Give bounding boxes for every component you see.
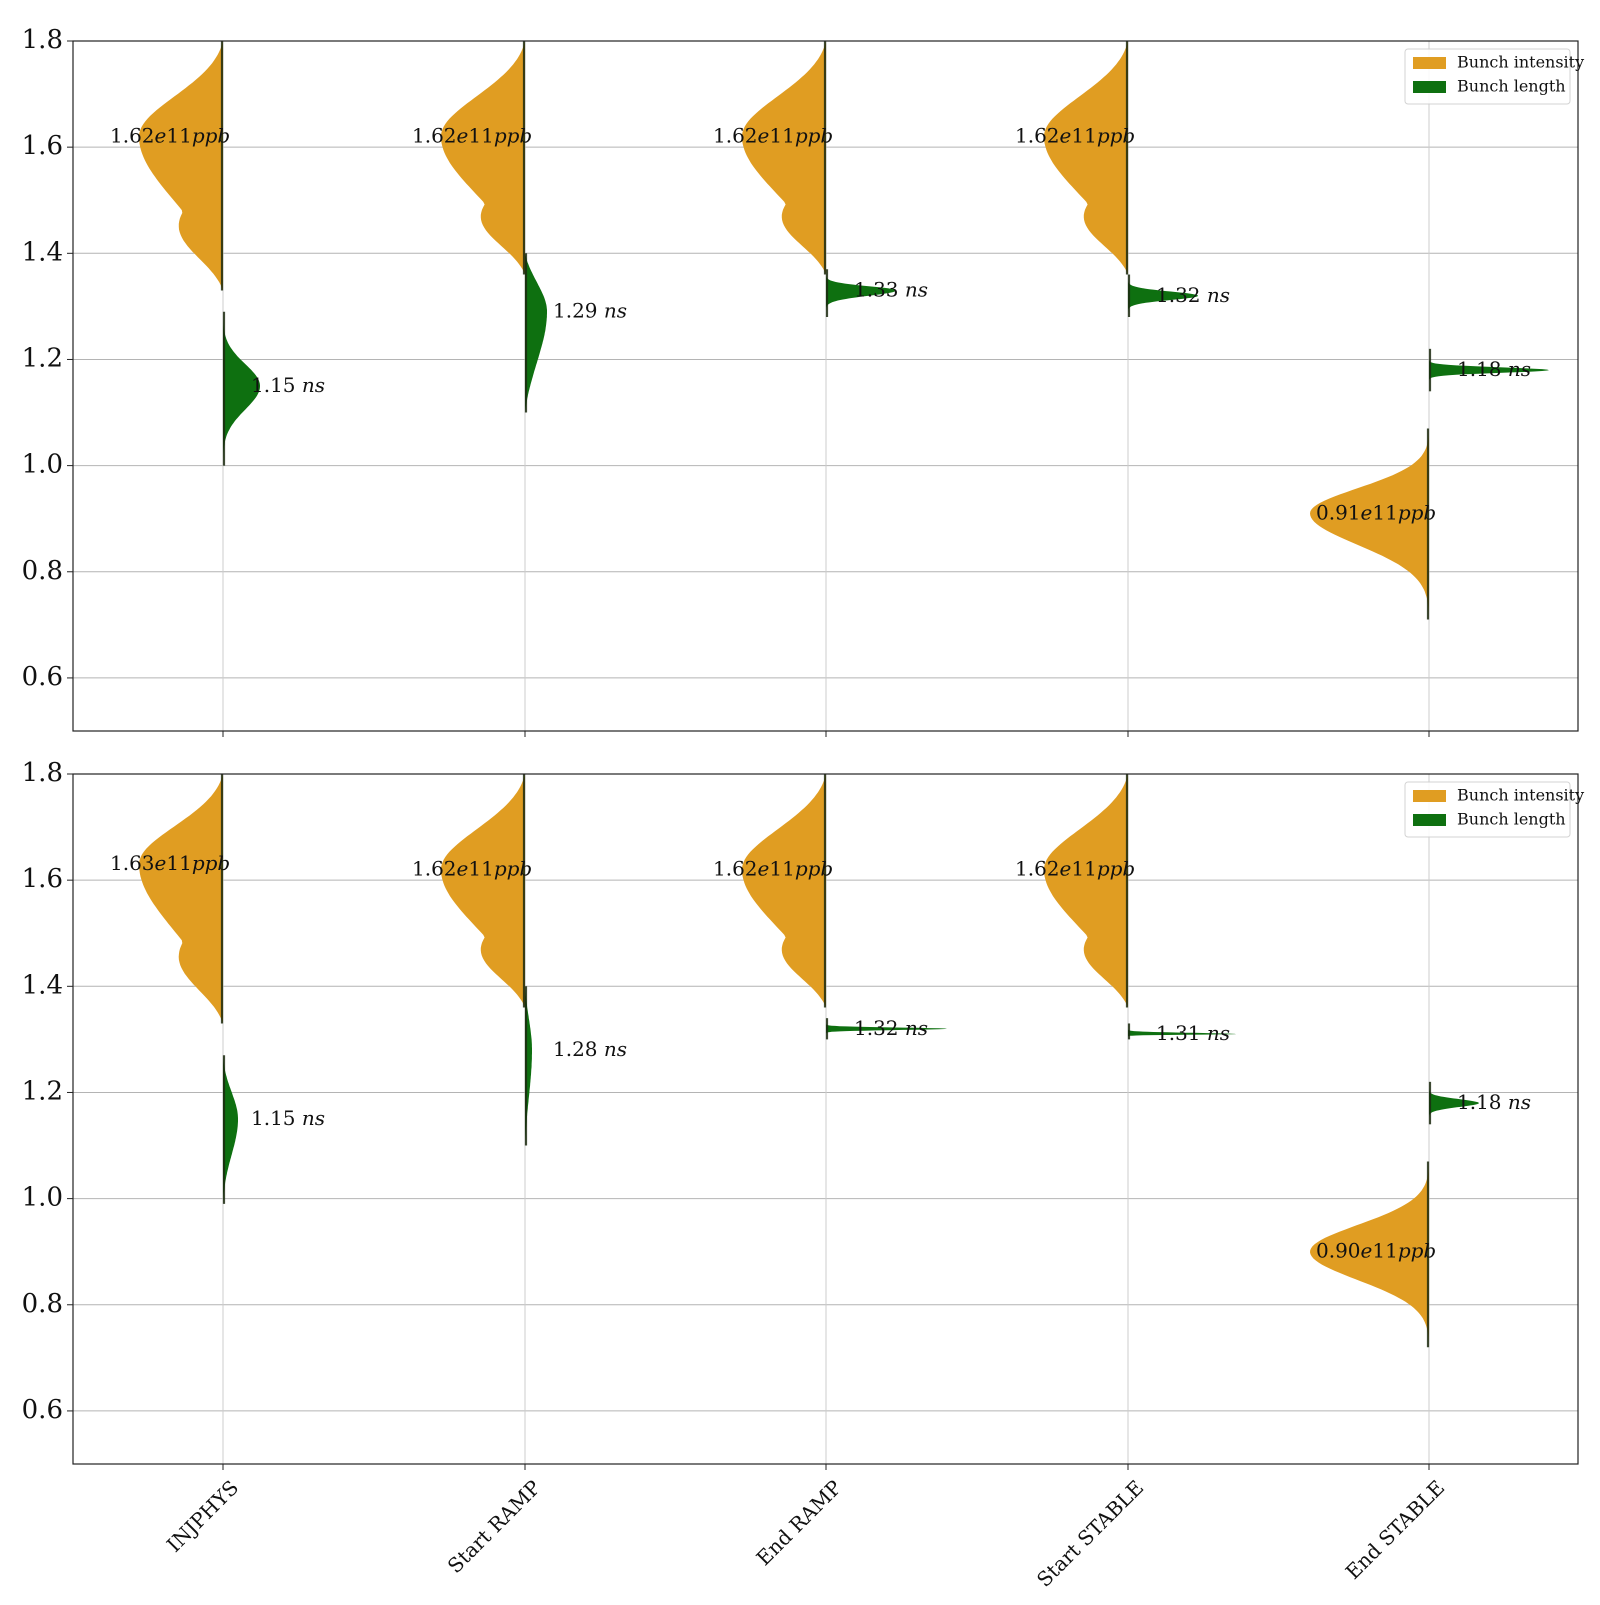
length-median-label: 1.28 ns bbox=[553, 1037, 627, 1061]
length-median-label: 1.18 ns bbox=[1457, 1090, 1531, 1114]
length-median-label: 1.32 ns bbox=[1156, 282, 1230, 306]
intensity-violin bbox=[742, 774, 826, 1008]
intensity-median-label: 0.90e11ppb bbox=[1316, 1238, 1436, 1262]
intensity-median-label: 1.62e11ppb bbox=[1015, 123, 1135, 147]
intensity-violin bbox=[1310, 428, 1429, 620]
length-median-label: 1.31 ns bbox=[1156, 1021, 1230, 1045]
length-median-label: 1.32 ns bbox=[854, 1015, 928, 1039]
length-median-label: 1.15 ns bbox=[251, 373, 325, 397]
x-tick-label: Start STABLE bbox=[1032, 1475, 1148, 1591]
x-tick-label: INJPHYS bbox=[162, 1475, 243, 1556]
intensity-median-label: 1.62e11ppb bbox=[412, 123, 532, 147]
legend-entry: Bunch length bbox=[1457, 77, 1566, 96]
y-tick-label: 1.8 bbox=[22, 25, 63, 55]
length-violin bbox=[223, 311, 260, 466]
length-median-label: 1.15 ns bbox=[251, 1106, 325, 1130]
axes-frame bbox=[72, 40, 1579, 732]
intensity-violin bbox=[441, 774, 525, 1008]
length-violin bbox=[525, 253, 547, 413]
y-tick-label: 1.2 bbox=[22, 1076, 63, 1106]
legend-box bbox=[1404, 781, 1571, 838]
x-tick-label: Start RAMP bbox=[443, 1475, 546, 1578]
length-violin bbox=[1429, 1081, 1479, 1125]
y-tick-label: 1.4 bbox=[22, 237, 63, 267]
legend: Bunch intensity Bunch length bbox=[1404, 781, 1584, 838]
legend-box bbox=[1404, 48, 1571, 105]
x-tick-label: End RAMP bbox=[751, 1475, 846, 1570]
y-tick-label: 0.6 bbox=[22, 1395, 63, 1425]
y-tick-label: 0.8 bbox=[22, 1289, 63, 1319]
intensity-median-label: 0.91e11ppb bbox=[1316, 500, 1436, 524]
intensity-violin bbox=[1310, 1161, 1429, 1348]
legend-swatch bbox=[1413, 814, 1446, 826]
legend-entry: Bunch intensity bbox=[1457, 786, 1584, 805]
legend-entry: Bunch length bbox=[1457, 810, 1566, 829]
intensity-violin bbox=[742, 41, 826, 275]
legend-swatch bbox=[1413, 790, 1446, 802]
y-tick-label: 1.2 bbox=[22, 343, 63, 373]
intensity-median-label: 1.62e11ppb bbox=[1015, 856, 1135, 880]
legend-swatch bbox=[1413, 57, 1446, 69]
y-tick-label: 1.0 bbox=[22, 450, 63, 480]
y-tick-label: 0.6 bbox=[22, 662, 63, 692]
intensity-median-label: 1.62e11ppb bbox=[110, 123, 230, 147]
intensity-violin bbox=[139, 774, 223, 1024]
intensity-violin bbox=[139, 41, 223, 291]
length-violin bbox=[826, 1018, 947, 1040]
legend: Bunch intensity Bunch length bbox=[1404, 48, 1584, 105]
length-median-label: 1.29 ns bbox=[553, 298, 627, 322]
y-tick-label: 1.6 bbox=[22, 864, 63, 894]
violin-panel-1: 0.6 0.8 1.0 1.2 1.4 1.6 1.8 1.62e11ppb 1.62e11pp… bbox=[22, 25, 1584, 737]
y-tick-label: 1.4 bbox=[22, 970, 63, 1000]
length-median-label: 1.33 ns bbox=[854, 277, 928, 301]
length-violin bbox=[1429, 348, 1549, 392]
y-tick-label: 1.6 bbox=[22, 131, 63, 161]
intensity-violin bbox=[1044, 41, 1128, 275]
x-tick-label: End STABLE bbox=[1341, 1475, 1450, 1584]
intensity-median-label: 1.62e11ppb bbox=[713, 856, 833, 880]
legend-swatch bbox=[1413, 81, 1446, 93]
length-violin bbox=[223, 1055, 238, 1204]
length-violin bbox=[1128, 274, 1198, 317]
violin-panel-2: 0.6 0.8 1.0 1.2 1.4 1.6 1.8 1.63e11ppb 1.62e11pp… bbox=[22, 758, 1585, 1592]
y-tick-label: 1.8 bbox=[22, 758, 63, 788]
intensity-median-label: 1.63e11ppb bbox=[110, 851, 230, 875]
intensity-violin bbox=[441, 41, 525, 275]
axes-frame bbox=[72, 773, 1579, 1465]
y-tick-label: 0.8 bbox=[22, 556, 63, 586]
legend-entry: Bunch intensity bbox=[1457, 53, 1584, 72]
intensity-median-label: 1.62e11ppb bbox=[412, 856, 532, 880]
intensity-violin bbox=[1044, 774, 1128, 1008]
length-violin bbox=[826, 269, 896, 317]
intensity-median-label: 1.62e11ppb bbox=[713, 123, 833, 147]
y-tick-label: 1.0 bbox=[22, 1183, 63, 1213]
length-median-label: 1.18 ns bbox=[1457, 357, 1531, 381]
